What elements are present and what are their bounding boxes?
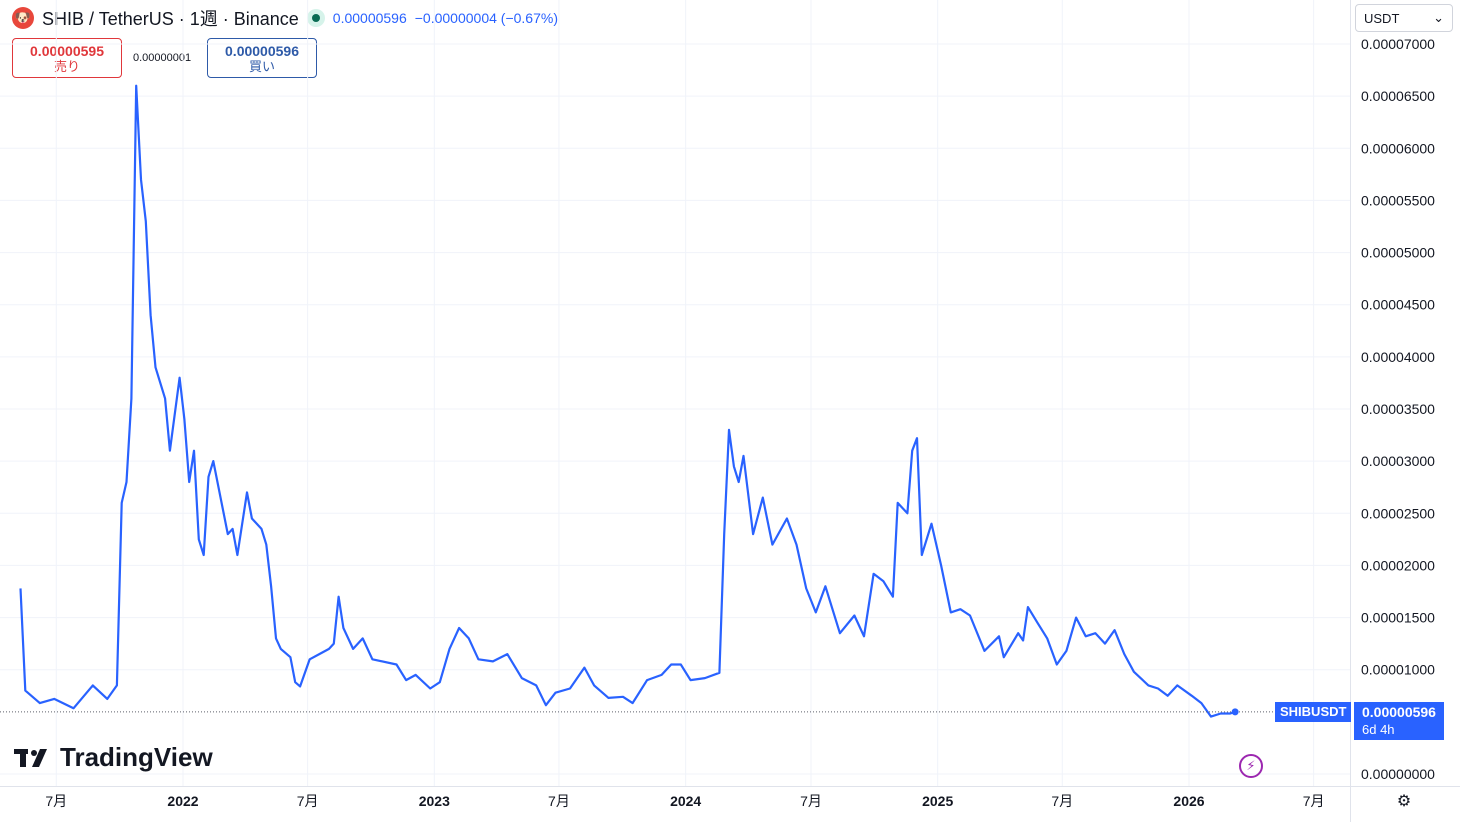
y-tick-label: 0.00005500 — [1361, 192, 1435, 208]
x-tick-label: 2026 — [1173, 793, 1204, 809]
last-price: 0.00000596 — [332, 10, 407, 26]
x-tick-label: 7月 — [548, 793, 570, 809]
y-tick-label: 0.00003500 — [1361, 401, 1435, 417]
y-tick-label: 0.00005000 — [1361, 245, 1435, 261]
y-tick-label: 0.00001000 — [1361, 662, 1435, 678]
sell-label: 売り — [53, 59, 80, 74]
x-tick-label: 2023 — [419, 793, 450, 809]
y-tick-label: 0.00007000 — [1361, 36, 1435, 52]
buy-label: 買い — [248, 59, 275, 74]
sell-price: 0.00000595 — [30, 43, 104, 59]
buy-price: 0.00000596 — [225, 43, 299, 59]
time-axis-separator — [0, 786, 1460, 787]
lightning-icon[interactable]: ⚡ — [1239, 754, 1263, 778]
currency-value: USDT — [1364, 10, 1400, 26]
tradingview-logo-icon — [14, 748, 47, 767]
x-tick-label: 2025 — [922, 793, 953, 809]
sell-button[interactable]: 0.00000595 売り — [12, 38, 122, 78]
y-tick-label: 0.00001500 — [1361, 610, 1435, 626]
x-tick-label: 2022 — [167, 793, 198, 809]
price-change: −0.00000004 (−0.67%) — [414, 10, 558, 26]
shiba-inu-icon: 🐶 — [12, 7, 34, 29]
last-price-marker — [1231, 708, 1239, 716]
last-price-tag: 0.00000596 6d 4h — [1354, 702, 1444, 740]
chevron-down-icon: ⌄ — [1433, 10, 1444, 25]
x-tick-label: 2024 — [670, 793, 701, 809]
x-tick-label: 7月 — [800, 793, 822, 809]
y-tick-label: 0.00003000 — [1361, 453, 1435, 469]
x-tick-label: 7月 — [297, 793, 319, 809]
y-tick-label: 0.00004000 — [1361, 349, 1435, 365]
y-tick-label: 0.00002500 — [1361, 505, 1435, 521]
spread-value: 0.00000001 — [133, 52, 192, 64]
x-tick-label: 7月 — [1051, 793, 1073, 809]
price-axis-separator — [1350, 0, 1351, 822]
x-tick-label: 7月 — [1303, 793, 1325, 809]
last-price-tag-value: 0.00000596 — [1362, 704, 1436, 720]
tradingview-watermark: TradingView — [14, 742, 213, 773]
y-tick-label: 0.00006000 — [1361, 140, 1435, 156]
x-tick-label: 7月 — [45, 793, 67, 809]
settings-icon[interactable]: ⚙ — [1396, 793, 1412, 810]
bar-countdown: 6d 4h — [1362, 722, 1395, 737]
buy-button[interactable]: 0.00000596 買い — [207, 38, 317, 78]
chart-header: 🐶 SHIB / TetherUS · 1週 · Binance 0.00000… — [12, 6, 558, 30]
symbol-title[interactable]: SHIB / TetherUS · 1週 · Binance — [42, 9, 299, 29]
currency-select[interactable]: USDT ⌄ — [1355, 4, 1453, 32]
price-line-series — [19, 84, 1236, 718]
y-tick-label: 0.00002000 — [1361, 557, 1435, 573]
market-status-icon[interactable] — [306, 9, 325, 27]
y-tick-label: 0.00004500 — [1361, 297, 1435, 313]
watermark-text: TradingView — [60, 742, 213, 772]
y-tick-label: 0.00000000 — [1361, 766, 1435, 782]
symbol-tag: SHIBUSDT — [1275, 702, 1352, 722]
y-tick-label: 0.00006500 — [1361, 88, 1435, 104]
